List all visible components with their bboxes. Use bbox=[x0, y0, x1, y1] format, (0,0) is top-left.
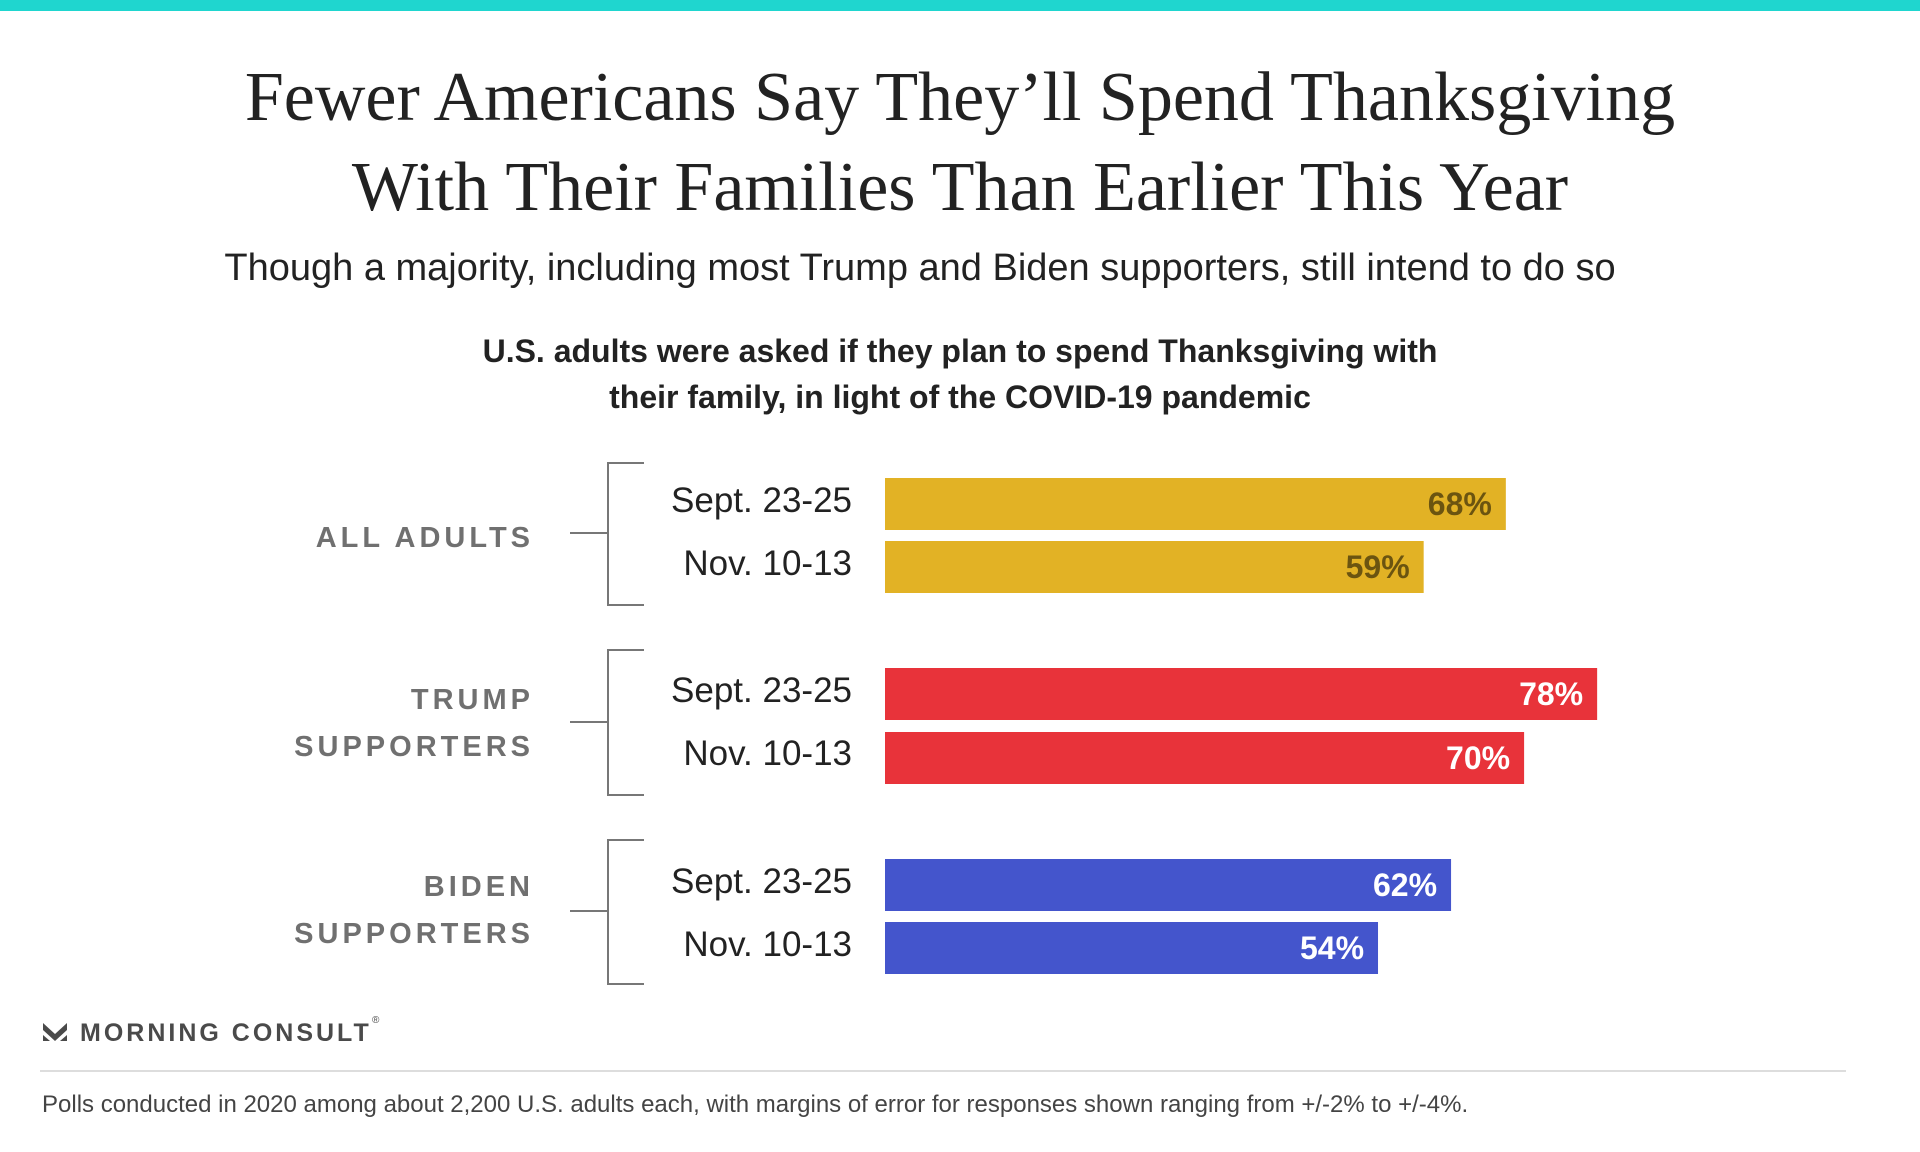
period-label-all-adults-sept: Sept. 23-25 bbox=[671, 481, 852, 520]
bar-trump-nov bbox=[885, 732, 1525, 784]
value-label-biden-nov: 54% bbox=[1300, 930, 1364, 966]
group-bracket-biden bbox=[607, 839, 644, 985]
group-label-trump-line-1: TRUMP bbox=[410, 684, 534, 716]
group-bracket-trump bbox=[607, 649, 644, 796]
morning-consult-logo-icon bbox=[43, 1023, 67, 1041]
subtitle: Though a majority, including most Trump … bbox=[224, 247, 1616, 289]
title-line-1: Fewer Americans Say They’ll Spend Thanks… bbox=[244, 59, 1676, 136]
bar-all-adults-sept bbox=[885, 478, 1506, 530]
group-bracket-all-adults bbox=[607, 462, 644, 606]
period-label-trump-sept: Sept. 23-25 bbox=[671, 671, 852, 710]
bar-trump-sept bbox=[885, 668, 1598, 720]
footer-divider bbox=[40, 1070, 1846, 1072]
group-label-trump-line-2: SUPPORTERS bbox=[294, 731, 534, 763]
bar-all-adults-nov bbox=[885, 541, 1424, 593]
group-connector-all-adults bbox=[570, 532, 608, 534]
title-line-2: With Their Families Than Earlier This Ye… bbox=[351, 149, 1569, 226]
period-label-biden-nov: Nov. 10-13 bbox=[683, 925, 852, 964]
period-label-trump-nov: Nov. 10-13 bbox=[683, 734, 852, 773]
logo-registered-mark: ® bbox=[372, 1015, 380, 1026]
bar-biden-sept bbox=[885, 859, 1452, 911]
top-accent-bar bbox=[0, 0, 1920, 11]
value-label-all-adults-sept: 68% bbox=[1428, 486, 1492, 522]
logo-text: MORNING CONSULT bbox=[80, 1019, 372, 1047]
value-label-biden-sept: 62% bbox=[1373, 867, 1437, 903]
bar-biden-nov bbox=[885, 922, 1379, 974]
value-label-all-adults-nov: 59% bbox=[1346, 549, 1410, 585]
question-line-2: their family, in light of the COVID-19 p… bbox=[609, 379, 1311, 415]
value-label-trump-nov: 70% bbox=[1446, 740, 1510, 776]
group-connector-trump bbox=[570, 721, 608, 723]
group-label-biden-line-2: SUPPORTERS bbox=[294, 918, 534, 950]
question-line-1: U.S. adults were asked if they plan to s… bbox=[482, 333, 1438, 369]
period-label-all-adults-nov: Nov. 10-13 bbox=[683, 544, 852, 583]
footnote: Polls conducted in 2020 among about 2,20… bbox=[42, 1091, 1469, 1118]
group-label-all-adults: ALL ADULTS bbox=[315, 522, 534, 554]
group-label-biden-line-1: BIDEN bbox=[423, 871, 534, 903]
period-label-biden-sept: Sept. 23-25 bbox=[671, 862, 852, 901]
value-label-trump-sept: 78% bbox=[1519, 676, 1583, 712]
group-connector-biden bbox=[570, 910, 608, 912]
